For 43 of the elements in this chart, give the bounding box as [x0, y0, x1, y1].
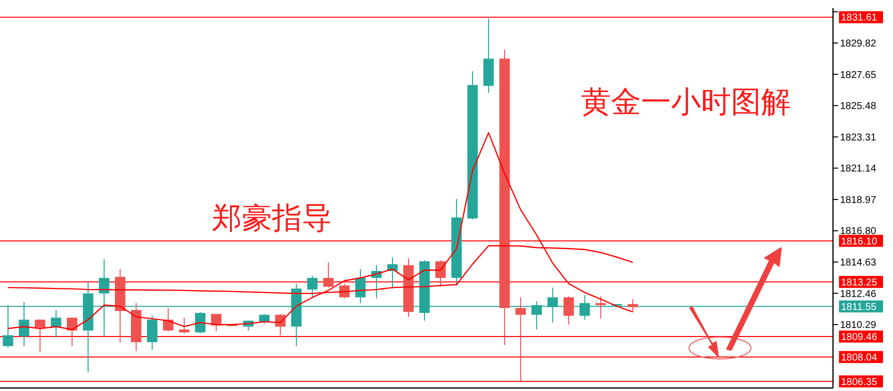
ref-line-label: 1831.61 [841, 12, 878, 24]
y-tick-label: 1814.63 [840, 258, 877, 269]
candlestick [179, 317, 190, 334]
candlestick [211, 313, 222, 332]
y-tick-label: 1823.31 [840, 132, 877, 144]
ref-line-label: 1816.10 [841, 236, 878, 248]
ref-label: 1806.35 [839, 375, 883, 388]
ref-line-label: 1813.25 [841, 277, 878, 288]
y-tick-label: 1812.46 [840, 288, 877, 300]
candlestick [50, 310, 62, 338]
candlestick [355, 268, 366, 304]
candlestick [259, 313, 270, 324]
y-tick-label: 1816.80 [840, 226, 877, 238]
candlestick [596, 296, 606, 320]
y-tick-label: 1810.29 [840, 320, 877, 332]
candlestick [162, 308, 174, 332]
candlestick [515, 296, 526, 382]
ref-label: 1813.25 [839, 276, 883, 288]
candlestick [628, 298, 638, 312]
ref-label: 1831.61 [839, 11, 883, 24]
annotation: 郑豪指导 [212, 202, 332, 235]
candlestick [339, 283, 350, 299]
y-tick-label: 1825.48 [840, 101, 877, 112]
ref-line-label: 1811.55 [841, 302, 877, 313]
candlestick [146, 315, 158, 350]
candlestick [66, 317, 78, 347]
ref-label: 1809.46 [839, 330, 883, 344]
ref-label: 1808.04 [839, 351, 883, 364]
y-tick-label: 1827.65 [840, 70, 877, 81]
y-tick-label: 1829.82 [840, 38, 877, 50]
y-tick-label: 1821.14 [840, 164, 877, 175]
ref-line-label: 1806.35 [841, 376, 878, 388]
ref-label: 1816.10 [839, 234, 883, 248]
candlestick [34, 319, 46, 352]
annotation: 黄金一小时图解 [581, 86, 791, 119]
ref-line-label: 1809.46 [841, 332, 878, 344]
ref-line-label: 1808.04 [841, 352, 878, 364]
candlestick [323, 262, 334, 288]
candlestick [195, 311, 206, 334]
candlestick [563, 296, 574, 326]
ref-label: 1811.55 [839, 300, 883, 313]
candlestick [307, 275, 318, 299]
y-tick-label: 1818.97 [840, 194, 877, 206]
